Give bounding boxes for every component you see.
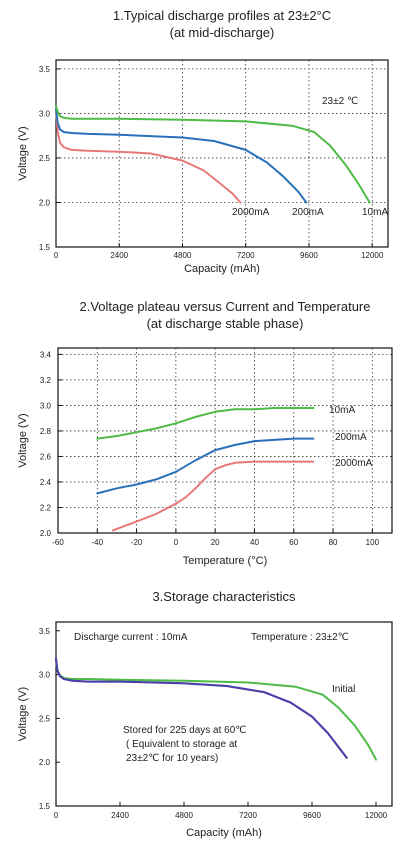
x-tick-label: 60 — [289, 538, 298, 547]
annotation-text: 23±2 ℃ — [322, 96, 358, 107]
chart-3: 3.Storage characteristics 0 2400 4800 7200 96… — [17, 589, 393, 839]
y-tick-label: 2.5 — [39, 154, 51, 163]
y-tick-label: 3.0 — [39, 109, 51, 118]
series-label: 10mA — [329, 405, 355, 416]
x-axis-label: Capacity (mAh) — [186, 827, 262, 839]
y-tick-label: 1.5 — [39, 243, 51, 252]
chart-subtitle: (at discharge stable phase) — [147, 316, 304, 331]
x-tick-label: 9600 — [300, 251, 318, 260]
y-tick-label: 3.4 — [40, 350, 52, 359]
series-line-2000ma — [55, 108, 242, 204]
chart-title: 1.Typical discharge profiles at 23±2°C — [113, 8, 331, 23]
y-tick-label: 2.0 — [39, 758, 51, 767]
plot-frame — [55, 621, 393, 807]
y-axis-label: Voltage (V) — [17, 687, 29, 741]
chart-1: 1.Typical discharge profiles at 23±2°C (a… — [17, 8, 389, 275]
x-tick-label: 12000 — [365, 811, 388, 820]
annotation-text: Temperature : 23±2℃ — [251, 632, 349, 643]
series-label: 10mA — [362, 207, 388, 218]
y-tick-label: 2.0 — [40, 529, 52, 538]
y-tick-label: 2.0 — [39, 198, 51, 207]
series-line-stored-for-225-days-at-60- — [54, 657, 348, 759]
x-tick-label: 0 — [174, 538, 179, 547]
x-tick-label: -20 — [131, 538, 143, 547]
series-line-200ma — [96, 437, 315, 495]
x-tick-label: 4800 — [174, 251, 192, 260]
annotation-text: ( Equivalent to storage at — [126, 739, 237, 750]
y-tick-label: 2.4 — [40, 478, 52, 487]
chart-subtitle: (at mid-discharge) — [170, 25, 275, 40]
x-tick-label: 7200 — [237, 251, 255, 260]
x-tick-label: 9600 — [303, 811, 321, 820]
annotation-text: 23±2℃ for 10 years) — [126, 753, 218, 764]
x-axis-label: Capacity (mAh) — [184, 263, 260, 275]
plot-frame — [55, 59, 389, 248]
y-tick-label: 1.5 — [39, 802, 51, 811]
x-tick-label: 0 — [54, 251, 59, 260]
series-line-10ma — [55, 105, 371, 204]
x-tick-label: 4800 — [175, 811, 193, 820]
series-line-10ma — [96, 407, 315, 440]
x-tick-label: 0 — [54, 811, 59, 820]
series-line-200ma — [55, 108, 308, 204]
x-tick-label: -40 — [92, 538, 104, 547]
y-tick-label: 2.8 — [40, 427, 52, 436]
x-tick-label: -60 — [52, 538, 64, 547]
chart-title: 2.Voltage plateau versus Current and Tem… — [80, 299, 371, 314]
x-tick-label: 100 — [366, 538, 380, 547]
series-label: 2000mA — [335, 458, 373, 469]
y-tick-label: 2.5 — [39, 714, 51, 723]
y-axis-label: Voltage (V) — [17, 126, 29, 180]
chart-title: 3.Storage characteristics — [152, 589, 296, 604]
y-axis-label: Voltage (V) — [17, 413, 29, 467]
x-tick-label: 40 — [250, 538, 259, 547]
annotation-text: Stored for 225 days at 60℃ — [123, 725, 247, 736]
x-tick-label: 2400 — [110, 251, 128, 260]
series-line-2000ma — [112, 460, 315, 532]
y-tick-label: 3.0 — [39, 671, 51, 680]
x-tick-label: 20 — [211, 538, 220, 547]
series-label: 200mA — [292, 207, 324, 218]
series-label: 200mA — [335, 432, 367, 443]
y-tick-label: 3.5 — [39, 627, 51, 636]
x-tick-label: 12000 — [361, 251, 384, 260]
y-tick-label: 2.6 — [40, 452, 52, 461]
chart-2: 2.Voltage plateau versus Current and Tem… — [17, 299, 393, 567]
x-tick-label: 2400 — [111, 811, 129, 820]
y-tick-label: 3.0 — [40, 401, 52, 410]
plot-frame — [57, 347, 393, 534]
y-tick-label: 2.2 — [40, 503, 52, 512]
series-label: 2000mA — [232, 207, 270, 218]
annotation-text: Discharge current : 10mA — [74, 632, 188, 643]
y-tick-label: 3.2 — [40, 376, 52, 385]
x-tick-label: 80 — [329, 538, 338, 547]
x-axis-label: Temperature (°C) — [183, 555, 267, 567]
y-tick-label: 3.5 — [39, 65, 51, 74]
series-label: Initial — [332, 684, 355, 695]
x-tick-label: 7200 — [239, 811, 257, 820]
